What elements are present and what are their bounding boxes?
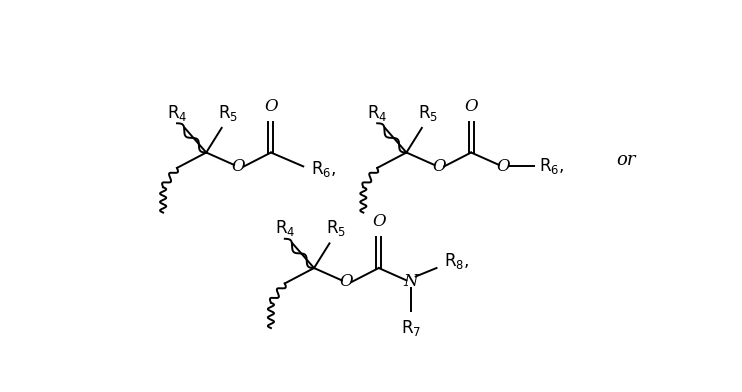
Text: $\mathregular{R_7}$: $\mathregular{R_7}$ bbox=[401, 318, 421, 338]
Text: $\mathregular{R_4}$: $\mathregular{R_4}$ bbox=[367, 102, 387, 123]
Text: O: O bbox=[496, 158, 510, 175]
Text: O: O bbox=[264, 98, 278, 115]
Text: O: O bbox=[372, 213, 386, 230]
Text: $\mathregular{R_4}$: $\mathregular{R_4}$ bbox=[275, 218, 295, 238]
Text: $\mathregular{R_6,}$: $\mathregular{R_6,}$ bbox=[311, 160, 336, 180]
Text: O: O bbox=[432, 158, 446, 175]
Text: $\mathregular{R_8,}$: $\mathregular{R_8,}$ bbox=[444, 251, 470, 271]
Text: $\mathregular{R_5}$: $\mathregular{R_5}$ bbox=[418, 102, 438, 123]
Text: $\mathregular{R_5}$: $\mathregular{R_5}$ bbox=[326, 218, 346, 238]
Text: $\mathregular{R_6,}$: $\mathregular{R_6,}$ bbox=[539, 156, 564, 176]
Text: O: O bbox=[340, 273, 353, 290]
Text: $\mathregular{R_4}$: $\mathregular{R_4}$ bbox=[167, 102, 187, 123]
Text: $\mathregular{R_5}$: $\mathregular{R_5}$ bbox=[217, 102, 238, 123]
Text: N: N bbox=[404, 273, 418, 290]
Text: O: O bbox=[464, 98, 478, 115]
Text: or: or bbox=[616, 151, 636, 169]
Text: O: O bbox=[232, 158, 246, 175]
